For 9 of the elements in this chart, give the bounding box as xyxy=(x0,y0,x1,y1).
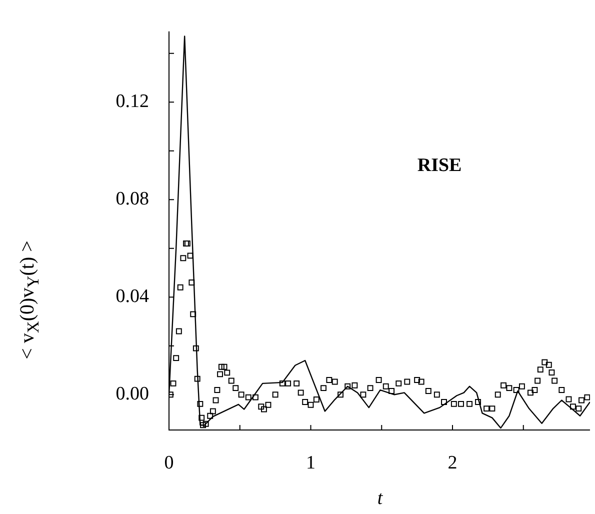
x-tick-label: 2 xyxy=(448,452,458,474)
y-tick-label: 0.08 xyxy=(116,188,149,210)
y-tick-label: 0.00 xyxy=(116,384,149,405)
x-axis-title: t xyxy=(377,488,383,510)
y-tick-label: 0.12 xyxy=(116,91,149,112)
x-tick-label: 1 xyxy=(306,452,316,474)
annotation: RISE xyxy=(417,154,462,177)
x-tick-label: 0 xyxy=(164,452,174,474)
y-tick-label: 0.04 xyxy=(116,286,150,308)
